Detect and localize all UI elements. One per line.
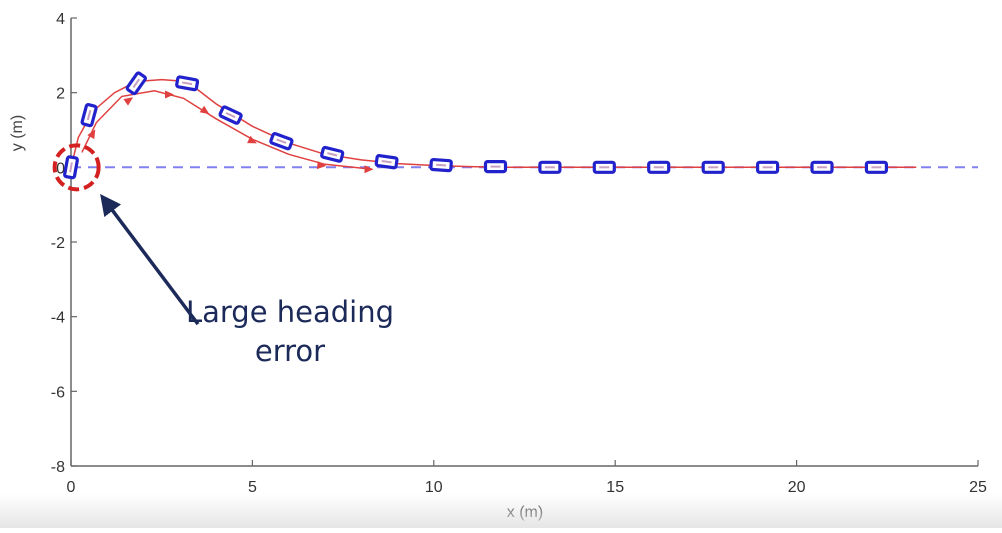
direction-arrow: [123, 97, 134, 106]
vehicle-pose: [647, 160, 671, 174]
y-axis-label: y (m): [9, 115, 26, 151]
annotation-arrow: [100, 193, 200, 326]
vehicle-centerline: [276, 138, 287, 144]
vehicle-pose: [538, 160, 562, 174]
direction-arrowhead: [247, 135, 257, 144]
direction-arrow: [199, 105, 210, 115]
vehicle-poses: [63, 71, 889, 180]
y-tick-label: 0: [56, 160, 65, 177]
vehicle-pose: [755, 160, 780, 174]
vehicle-pose: [63, 155, 79, 180]
direction-arrow: [316, 161, 327, 170]
direction-arrow: [87, 129, 96, 140]
axes: [70, 18, 978, 467]
annotation: Large heading error: [52, 143, 394, 368]
x-tick-label: 25: [969, 479, 987, 496]
vehicle-pose: [810, 160, 834, 174]
y-tick-label: -8: [51, 459, 65, 476]
y-tick-label: -4: [51, 310, 65, 327]
vehicle-centerline: [327, 152, 338, 157]
y-tick-label: -6: [51, 384, 65, 401]
direction-arrowhead: [199, 105, 210, 115]
direction-arrow: [247, 135, 257, 144]
direction-arrow: [165, 90, 174, 99]
vehicle-centerline: [69, 162, 73, 173]
x-tick-label: 15: [606, 479, 624, 496]
vehicle-centerline: [436, 163, 447, 167]
highlight-circle: [52, 143, 101, 192]
vehicle-pose: [429, 157, 453, 173]
vehicle-pose: [701, 160, 725, 174]
vehicle-pose: [175, 75, 200, 92]
vehicle-pose: [80, 102, 98, 128]
vehicle-pose: [483, 160, 508, 174]
vehicle-pose: [269, 132, 294, 151]
direction-arrows: [87, 90, 374, 174]
vehicle-pose: [864, 160, 889, 174]
vehicle-centerline: [132, 78, 140, 88]
series: [70, 78, 978, 170]
vehicle-pose: [592, 160, 616, 174]
direction-arrowhead: [165, 90, 174, 99]
direction-arrowhead: [123, 97, 134, 106]
direction-arrowhead: [87, 129, 96, 140]
direction-arrowhead: [316, 161, 327, 170]
x-tick-label: 10: [425, 479, 443, 496]
y-tick-label: 4: [56, 11, 65, 28]
trajectory-line: [70, 78, 917, 169]
vehicle-centerline: [381, 160, 392, 164]
vehicle-centerline: [86, 110, 92, 121]
vehicle-centerline: [225, 112, 236, 119]
x-axis-label: x (m): [507, 504, 543, 521]
vehicle-pose: [320, 145, 345, 163]
y-tick-label: -2: [51, 235, 65, 252]
x-tick-label: 0: [67, 479, 76, 496]
direction-arrow: [364, 165, 374, 174]
vehicle-pose: [218, 105, 243, 125]
x-tick-label: 20: [788, 479, 806, 496]
trajectory-line: [81, 90, 373, 170]
direction-arrowhead: [364, 165, 374, 174]
vehicle-pose: [374, 154, 399, 170]
x-tick-label: 5: [248, 479, 257, 496]
vehicle-pose: [125, 71, 147, 96]
annotation-line-1: Large heading: [186, 295, 394, 329]
annotation-line-2: error: [255, 334, 325, 368]
vehicle-centerline: [182, 81, 193, 86]
y-tick-label: 2: [56, 86, 65, 103]
